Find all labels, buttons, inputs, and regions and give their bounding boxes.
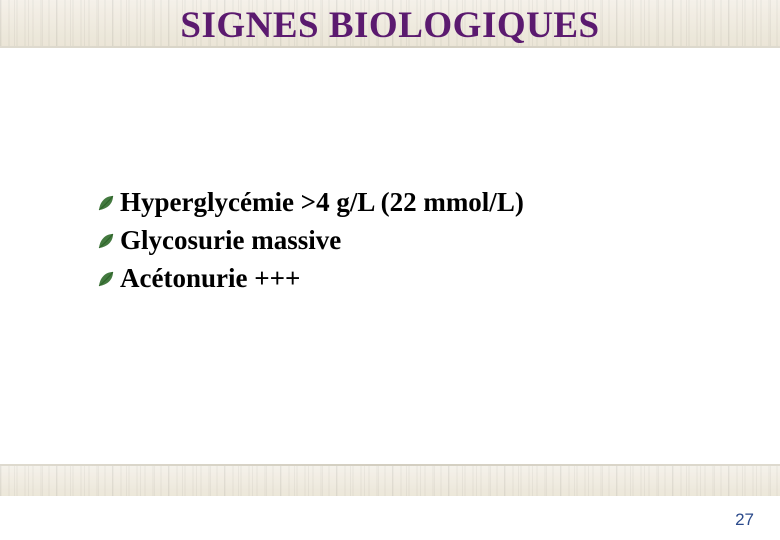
list-item: Glycosurie massive [96,224,740,258]
slide-title: SIGNES BIOLOGIQUES [0,4,780,47]
list-item: Hyperglycémie >4 g/L (22 mmol/L) [96,186,740,220]
leaf-icon [96,231,116,251]
leaf-icon [96,269,116,289]
bullet-list: Hyperglycémie >4 g/L (22 mmol/L) Glycosu… [96,186,740,299]
list-item: Acétonurie +++ [96,262,740,296]
leaf-icon [96,193,116,213]
decorative-paper-band-bottom [0,466,780,496]
list-item-label: Glycosurie massive [120,224,341,258]
list-item-label: Hyperglycémie >4 g/L (22 mmol/L) [120,186,524,220]
slide: SIGNES BIOLOGIQUES Hyperglycémie >4 g/L … [0,0,780,540]
list-item-label: Acétonurie +++ [120,262,300,296]
page-number: 27 [735,510,754,530]
